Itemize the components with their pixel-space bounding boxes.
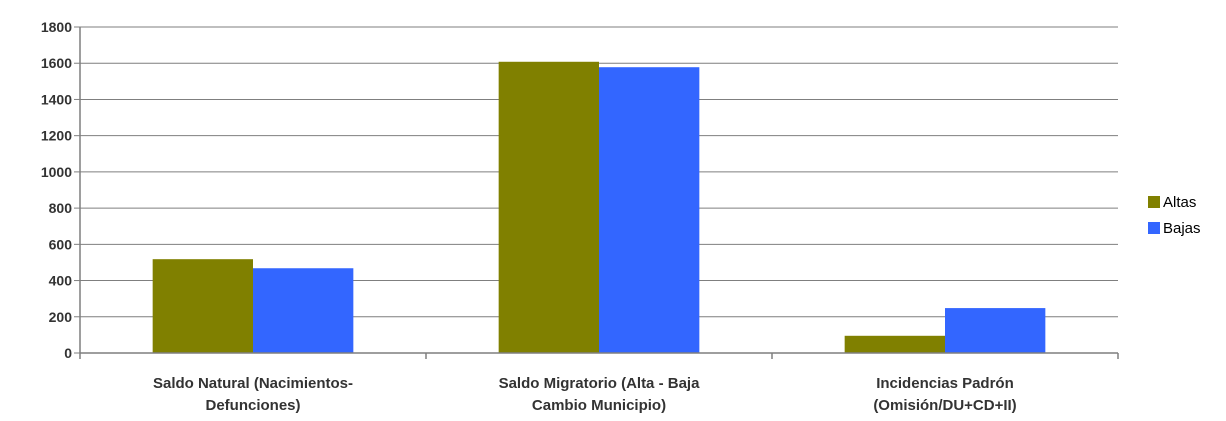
y-tick-label: 1400 — [41, 91, 72, 107]
legend-label-bajas: Bajas — [1163, 220, 1201, 237]
axis-labels: 0 200 400 600 800 1000 1200 1400 1600 1800 Saldo N… — [41, 19, 1017, 414]
y-tick-label: 600 — [49, 236, 73, 252]
y-tick-label: 800 — [49, 200, 73, 216]
x-category-label: Incidencias Padrón (Omisión/DU+CD+II) — [873, 375, 1016, 414]
y-tick-label: 0 — [64, 345, 72, 361]
legend-swatch-bajas — [1148, 222, 1160, 234]
x-category-label-line: Cambio Municipio) — [532, 397, 666, 414]
x-category-label: Saldo Natural (Nacimientos- Defunciones) — [153, 375, 353, 414]
y-tick-label: 1200 — [41, 128, 72, 144]
legend-label-altas: Altas — [1163, 194, 1196, 211]
x-category-label-line: Saldo Migratorio (Alta - Baja — [499, 375, 701, 392]
bar-altas-3 — [844, 335, 945, 353]
y-tick-label: 1600 — [41, 55, 72, 71]
bar-bajas-2 — [599, 67, 700, 353]
axes — [74, 26, 1119, 359]
x-category-label-line: Defunciones) — [205, 397, 300, 414]
x-category-label-line: (Omisión/DU+CD+II) — [873, 397, 1016, 414]
legend: Altas Bajas — [1148, 194, 1201, 237]
bar-bajas-1 — [253, 268, 354, 353]
y-tick-label: 400 — [49, 273, 73, 289]
bars — [152, 61, 1046, 353]
y-tick-label: 1800 — [41, 19, 72, 35]
x-category-label-line: Saldo Natural (Nacimientos- — [153, 375, 353, 392]
x-category-label: Saldo Migratorio (Alta - Baja Cambio Muni… — [499, 375, 701, 414]
y-tick-label: 200 — [49, 309, 73, 325]
bar-altas-1 — [152, 259, 253, 353]
y-tick-label: 1000 — [41, 164, 72, 180]
legend-swatch-altas — [1148, 196, 1160, 208]
bar-bajas-3 — [945, 308, 1046, 353]
bar-altas-2 — [498, 61, 599, 353]
x-category-label-line: Incidencias Padrón — [876, 375, 1014, 392]
